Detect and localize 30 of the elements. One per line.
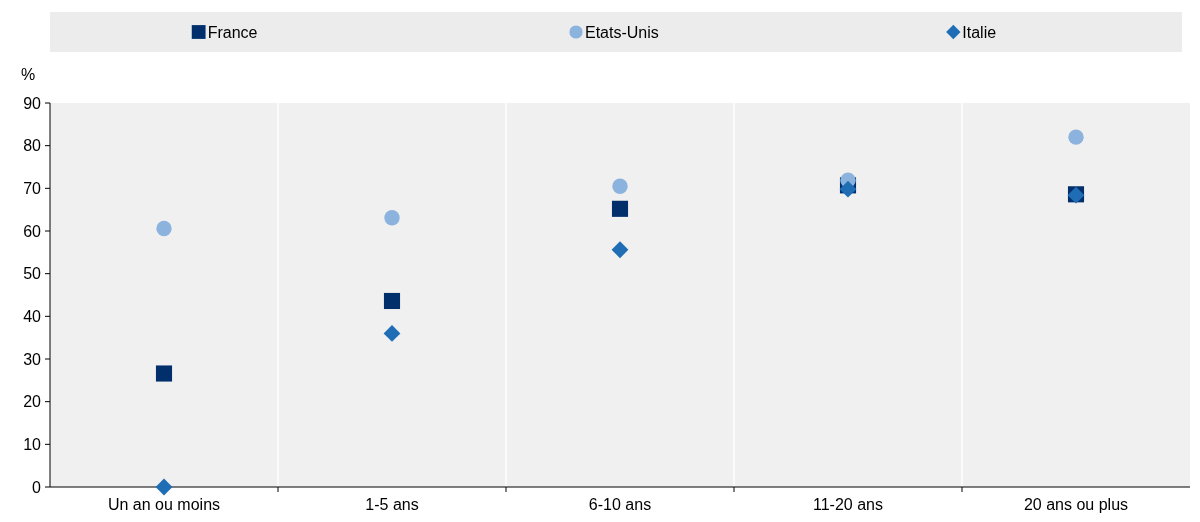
- legend-label: Etats-Unis: [585, 24, 659, 41]
- y-axis-title: %: [20, 66, 36, 83]
- point: [611, 200, 629, 217]
- point: [611, 241, 629, 259]
- y-tick-label: 40: [23, 307, 42, 325]
- point: [839, 180, 857, 198]
- y-tick-label: 50: [23, 265, 42, 283]
- point: [383, 292, 401, 310]
- point: [155, 478, 173, 496]
- x-tick-label: 11-20 ans: [813, 496, 883, 513]
- point: [383, 325, 401, 342]
- legend-label: France: [207, 24, 258, 41]
- y-tick-label: 80: [23, 137, 42, 155]
- y-tick-label: 20: [23, 393, 42, 411]
- x-tick-label: 20 ans ou plus: [1023, 496, 1129, 513]
- y-tick-label: 70: [23, 179, 42, 197]
- point: [1068, 129, 1084, 145]
- y-tick-label: 10: [23, 435, 42, 453]
- x-tick-label: Un an ou moins: [107, 496, 221, 513]
- point: [612, 178, 628, 194]
- y-tick-label: 90: [23, 94, 42, 112]
- x-tick-label: 1-5 ans: [365, 496, 419, 513]
- y-tick-label: 0: [32, 478, 42, 496]
- x-tick-label: 6-10 ans: [588, 496, 652, 513]
- legend-label: Italie: [962, 24, 997, 41]
- point: [384, 210, 400, 226]
- y-tick-label: 30: [23, 350, 42, 368]
- point: [156, 220, 172, 237]
- point: [155, 365, 173, 382]
- y-tick-label: 60: [23, 222, 42, 240]
